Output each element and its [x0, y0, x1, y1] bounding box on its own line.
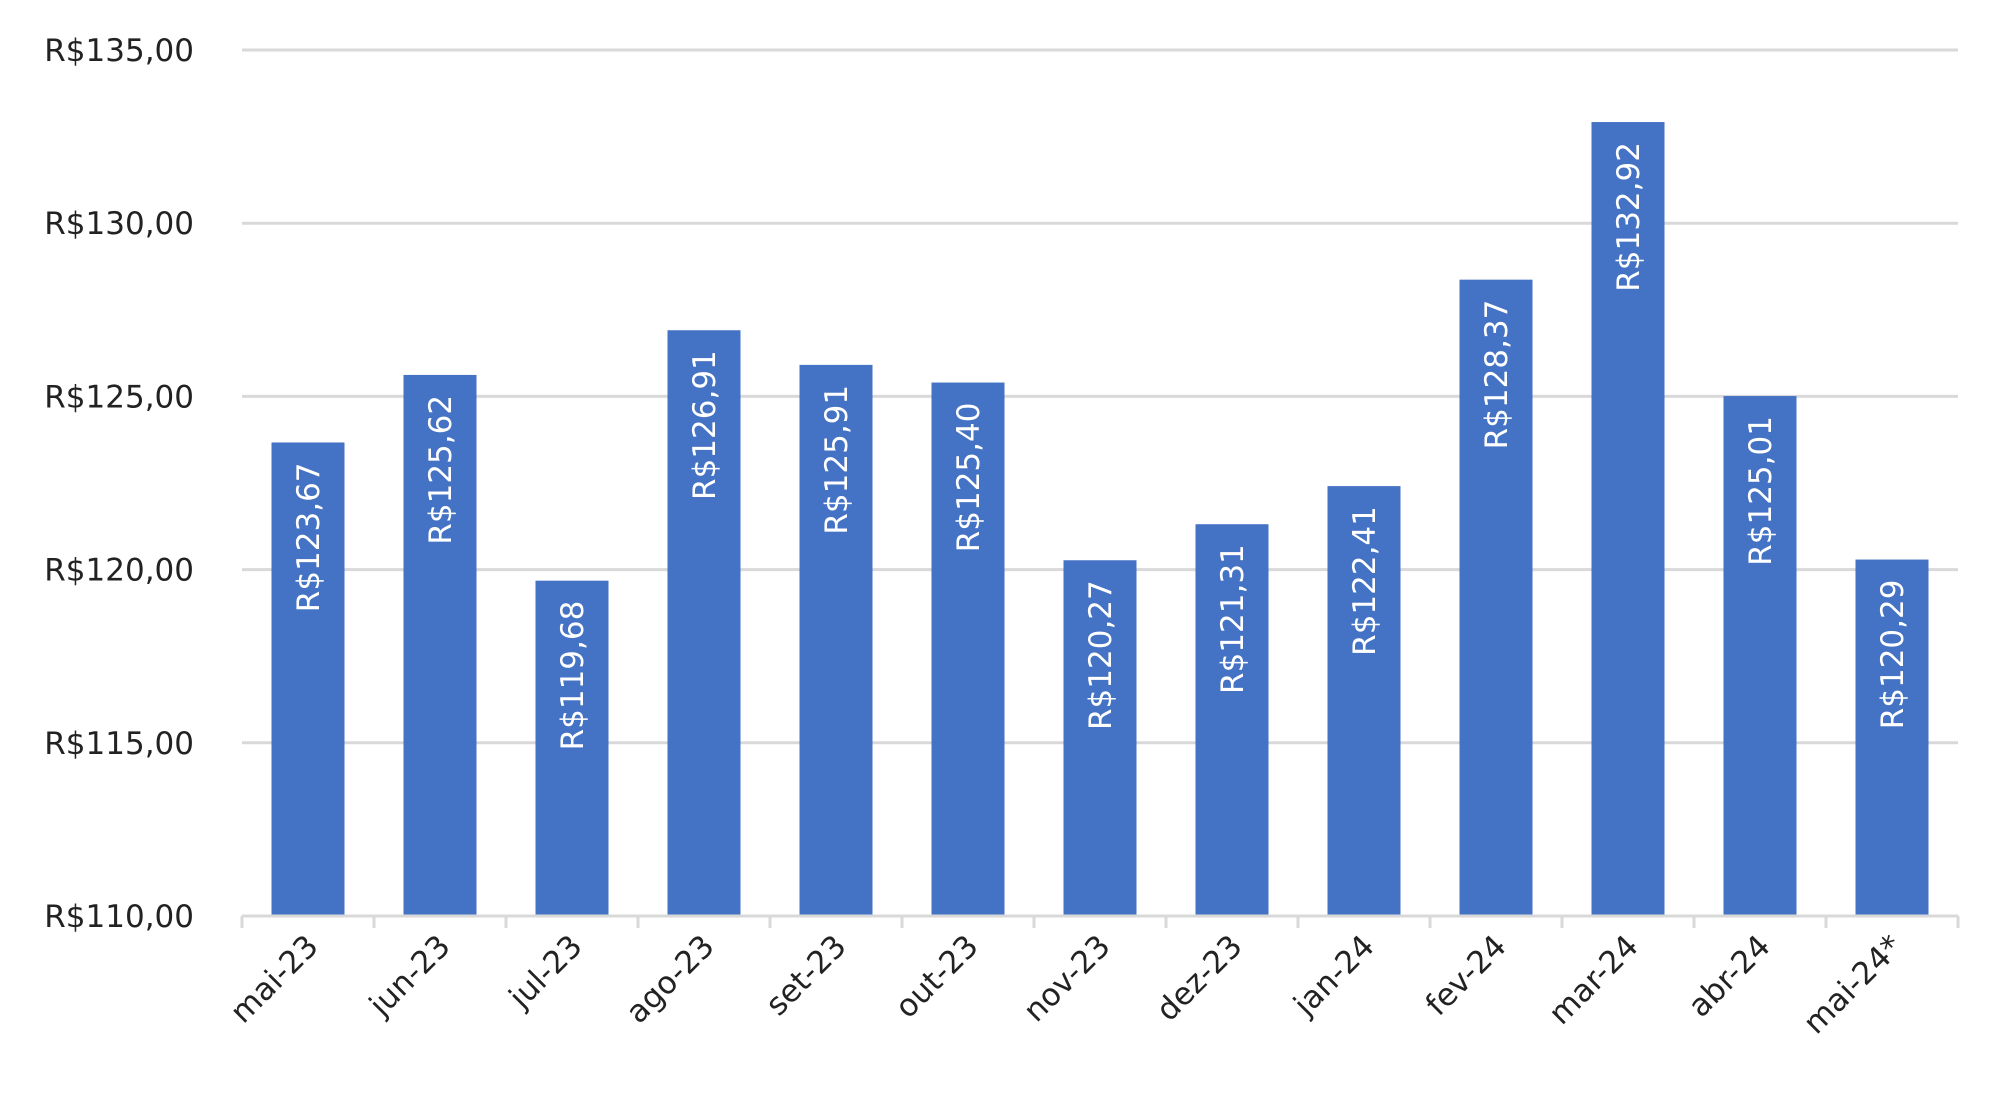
x-axis — [240, 914, 1960, 928]
bar — [1195, 524, 1269, 916]
bar — [931, 382, 1005, 916]
y-axis-labels: R$110,00 R$115,00 R$120,00 R$125,00 R$130,00… — [44, 33, 194, 935]
data-label: R$120,29 — [1875, 580, 1911, 730]
data-label: R$122,41 — [1347, 506, 1383, 656]
data-label: R$120,27 — [1083, 580, 1119, 730]
bar — [271, 442, 345, 916]
bar — [1459, 279, 1533, 916]
data-label: R$121,31 — [1215, 544, 1251, 694]
bar — [1723, 396, 1797, 916]
y-tick-label: R$135,00 — [44, 33, 194, 69]
bar — [667, 330, 741, 916]
x-tick-label: fev-24 — [1419, 928, 1514, 1023]
x-tick-label: mai-24* — [1797, 928, 1910, 1041]
y-tick-label: R$120,00 — [44, 553, 194, 589]
x-tick-label: dez-23 — [1149, 928, 1249, 1028]
data-label: R$132,92 — [1611, 142, 1647, 292]
y-tick-label: R$110,00 — [44, 899, 194, 935]
bar — [403, 374, 477, 916]
bar — [1327, 486, 1401, 916]
data-label: R$126,91 — [687, 350, 723, 500]
x-tick-label: out-23 — [888, 928, 985, 1025]
x-tick-label: jul-23 — [502, 928, 590, 1016]
data-label: R$128,37 — [1479, 300, 1515, 450]
x-tick-label: ago-23 — [619, 928, 721, 1030]
x-tick-label: nov-23 — [1017, 928, 1118, 1029]
x-tick-label: set-23 — [759, 928, 854, 1023]
data-label: R$119,68 — [555, 601, 591, 751]
x-tick-label: mai-23 — [224, 928, 326, 1030]
bar — [1591, 122, 1665, 916]
data-label: R$125,91 — [819, 385, 855, 535]
data-label: R$125,62 — [423, 395, 459, 545]
bar — [1063, 560, 1137, 916]
data-label: R$125,01 — [1743, 416, 1779, 566]
bar — [1855, 559, 1929, 916]
x-tick-label: jun-23 — [362, 928, 458, 1024]
x-tick-label: mar-24 — [1542, 928, 1646, 1032]
y-tick-label: R$125,00 — [44, 379, 194, 415]
gridlines — [242, 48, 1958, 745]
data-label: R$123,67 — [291, 462, 327, 612]
bar — [799, 364, 873, 917]
bar — [535, 580, 609, 916]
data-labels: R$123,67 R$125,62 R$119,68 R$126,91 R$125,91… — [291, 142, 1911, 750]
y-tick-label: R$115,00 — [44, 726, 194, 762]
data-label: R$125,40 — [951, 403, 987, 553]
x-axis-labels: mai-23 jun-23 jul-23 ago-23 set-23 out-23 nov-… — [224, 928, 1910, 1041]
y-tick-label: R$130,00 — [44, 206, 194, 242]
x-tick-label: jan-24 — [1286, 928, 1381, 1023]
x-tick-label: abr-24 — [1681, 928, 1777, 1024]
bars — [271, 122, 1929, 917]
